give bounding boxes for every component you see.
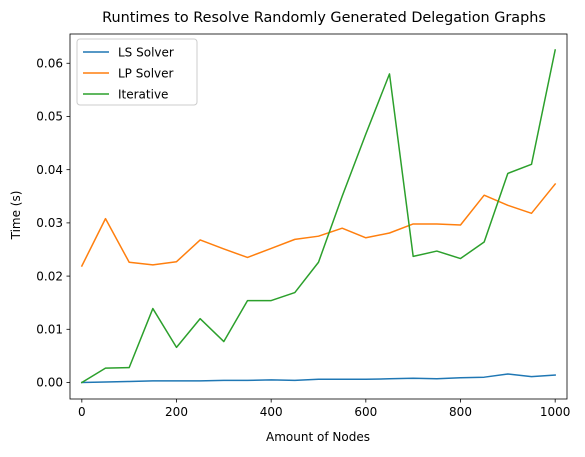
y-axis-label: Time (s) xyxy=(9,191,23,241)
legend-box xyxy=(76,38,198,106)
y-tick-label: 0.04 xyxy=(36,163,63,177)
x-tick-label: 200 xyxy=(165,405,188,419)
series-line-iterative xyxy=(80,49,557,384)
plot-frame xyxy=(69,33,568,400)
x-tick-label: 0 xyxy=(78,405,86,419)
x-tick-label: 400 xyxy=(260,405,283,419)
y-tick-label: 0.03 xyxy=(36,216,63,230)
y-tick-label: 0.05 xyxy=(36,110,63,124)
legend-label: LP Solver xyxy=(118,66,174,80)
y-tick-label: 0.06 xyxy=(36,56,63,70)
series-line-lp-solver xyxy=(80,182,557,267)
x-tick-label: 800 xyxy=(449,405,472,419)
y-tick-label: 0.02 xyxy=(36,269,63,283)
series-line-ls-solver xyxy=(81,373,556,384)
legend-label: LS Solver xyxy=(118,45,174,59)
y-tick-label: 0.01 xyxy=(36,322,63,336)
x-axis-label: Amount of Nodes xyxy=(266,430,370,444)
y-tick-label: 0.00 xyxy=(36,376,63,390)
x-tick-label: 1000 xyxy=(540,405,571,419)
legend-label: Iterative xyxy=(118,87,168,101)
x-tick-label: 600 xyxy=(354,405,377,419)
chart-title: Runtimes to Resolve Randomly Generated D… xyxy=(102,10,546,26)
